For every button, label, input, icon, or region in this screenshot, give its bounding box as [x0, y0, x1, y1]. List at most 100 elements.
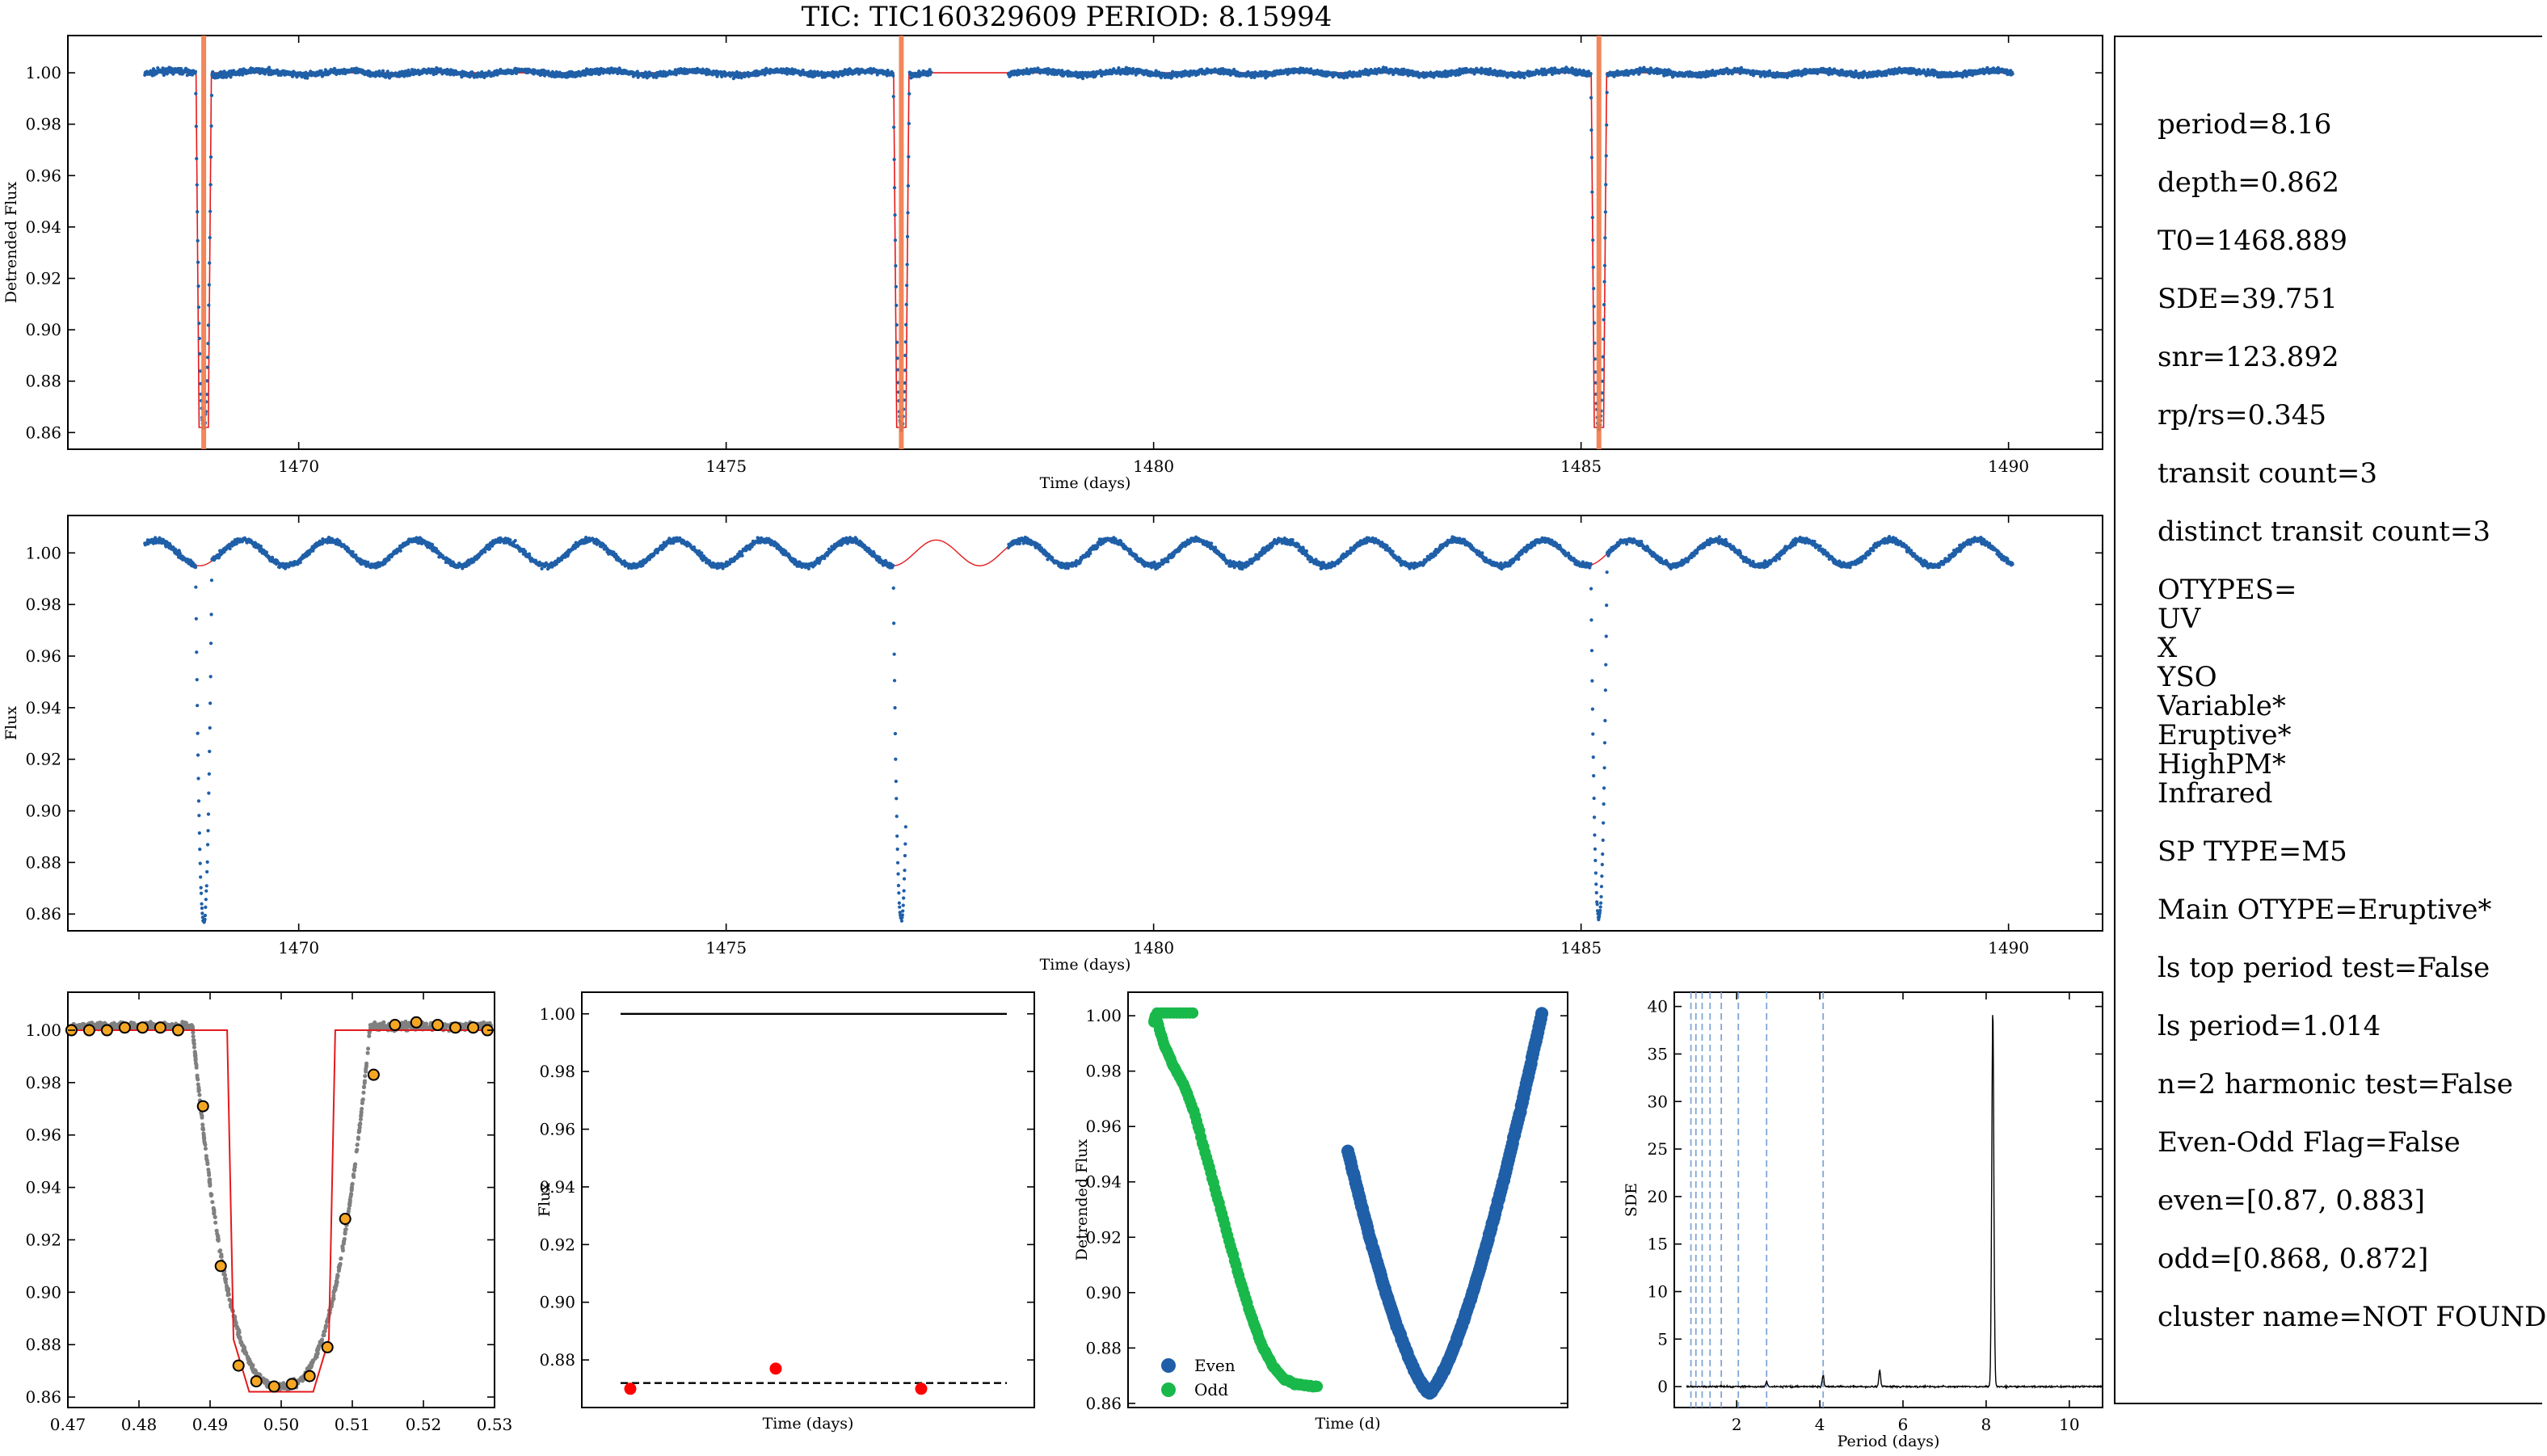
- ytick-label: 1.00: [25, 543, 61, 562]
- ytick-label: 0.94: [539, 1177, 575, 1197]
- xtick-label: 2: [1732, 1415, 1742, 1434]
- periodogram-panel: 0 5 10 15 20 25 30 35 40 2 4 6 8 10 Period (days) SDE: [1623, 991, 2103, 1450]
- raw-xlabel: Time (days): [1040, 956, 1131, 974]
- folded-model: [71, 1029, 491, 1393]
- depth-point: [915, 1382, 928, 1395]
- ytick-label: 25: [1648, 1139, 1668, 1159]
- ytick-label: 0.96: [1085, 1117, 1122, 1136]
- info-line: [2158, 1041, 2546, 1070]
- even-points: [1341, 1007, 1549, 1400]
- info-line: ls period=1.014: [2158, 1010, 2381, 1042]
- info-line: OTYPES=: [2158, 574, 2297, 606]
- info-line: [2158, 924, 2546, 953]
- figure-title: TIC: TIC160329609 PERIOD: 8.15994: [802, 1, 1332, 33]
- binned-point: [171, 1024, 184, 1037]
- legend-even-marker: [1161, 1358, 1176, 1373]
- binned-point: [196, 1100, 209, 1113]
- xtick-label: 1490: [1988, 938, 2029, 957]
- ytick-label: 0.90: [1085, 1283, 1122, 1302]
- ytick-label: 0.98: [25, 115, 61, 134]
- info-line: [2158, 1099, 2546, 1128]
- xtick-label: 0.51: [335, 1415, 371, 1434]
- xtick-label: 0.48: [121, 1415, 158, 1434]
- depth-points: [624, 1362, 928, 1395]
- xtick-label: 0.53: [477, 1415, 513, 1434]
- depth-axes: 0.88 0.90 0.92 0.94 0.96 0.98 1.00: [539, 1004, 1034, 1370]
- info-line: Main OTYPE=Eruptive*: [2158, 894, 2492, 926]
- ytick-label: 0.98: [1085, 1062, 1122, 1081]
- info-line: X: [2158, 632, 2178, 664]
- info-line: rp/rs=0.345: [2158, 399, 2326, 431]
- folded-binned-points: [65, 1016, 494, 1393]
- info-line: Even-Odd Flag=False: [2158, 1126, 2461, 1159]
- flux-point-cloud: [143, 535, 2014, 924]
- detrended-axes: 0.86 0.88 0.90 0.92 0.94 0.96 0.98 1.00 1470 1475…: [25, 36, 2103, 476]
- legend-odd-marker: [1161, 1382, 1176, 1397]
- xtick-label: 1475: [705, 457, 747, 476]
- info-line: depth=0.862: [2158, 166, 2340, 199]
- xtick-label: 1485: [1560, 457, 1602, 476]
- binned-point: [432, 1019, 444, 1032]
- flux-point-cloud: [143, 65, 2014, 432]
- even-odd-points: [1148, 1007, 1549, 1400]
- detrended-points: [143, 65, 2014, 432]
- ytick-label: 0.88: [25, 1335, 61, 1354]
- info-line: Eruptive*: [2158, 719, 2292, 751]
- ytick-label: 1.00: [539, 1004, 575, 1024]
- ytick-label: 0.92: [25, 1230, 61, 1249]
- xtick-label: 8: [1981, 1415, 1992, 1434]
- xtick-label: 0.50: [263, 1415, 300, 1434]
- legend-odd-label: Odd: [1194, 1380, 1228, 1399]
- info-line: cluster name=NOT FOUND: [2158, 1301, 2547, 1333]
- info-line: [2158, 1273, 2546, 1302]
- xtick-label: 1470: [278, 938, 319, 957]
- raw-flux-panel: 0.86 0.88 0.90 0.92 0.94 0.96 0.98 1.00 1470 1475…: [2, 515, 2103, 974]
- transit-marker: [201, 36, 207, 449]
- info-line: T0=1468.889: [2158, 225, 2348, 257]
- binned-point: [82, 1024, 95, 1037]
- binned-point: [232, 1359, 245, 1372]
- ytick-label: 35: [1648, 1044, 1668, 1063]
- ytick-label: 30: [1648, 1092, 1668, 1111]
- ytick-label: 0.88: [25, 372, 61, 391]
- info-line: ls top period test=False: [2158, 952, 2490, 984]
- even-odd-panel: 0.86 0.88 0.90 0.92 0.94 0.96 0.98 1.00 Even Od…: [1073, 991, 1568, 1433]
- xtick-label: 6: [1898, 1415, 1909, 1434]
- info-line: [2158, 314, 2546, 343]
- periodogram-axes: 0 5 10 15 20 25 30 35 40 2 4 6 8 10: [1648, 992, 2103, 1434]
- depth-point: [624, 1382, 637, 1395]
- ytick-label: 1.00: [1085, 1006, 1122, 1025]
- binned-point: [136, 1021, 149, 1034]
- info-line: odd=[0.868, 0.872]: [2158, 1243, 2429, 1275]
- harmonic-lines: [1690, 992, 1825, 1408]
- info-panel: period=8.16 depth=0.862 T0=1468.889 SDE=…: [2114, 36, 2546, 1404]
- info-line: [2158, 488, 2546, 517]
- ytick-label: 0: [1657, 1377, 1668, 1396]
- periodogram-ylabel: SDE: [1623, 1183, 1640, 1217]
- folded-model-line: [71, 1029, 491, 1393]
- depth-reference-lines: [621, 1012, 1007, 1384]
- ytick-label: 0.90: [25, 802, 61, 821]
- ytick-label: 0.94: [1085, 1172, 1122, 1192]
- xtick-label: 1480: [1133, 938, 1174, 957]
- binned-point: [118, 1021, 131, 1034]
- ytick-label: 40: [1648, 997, 1668, 1016]
- xtick-label: 4: [1815, 1415, 1825, 1434]
- xtick-label: 1490: [1988, 457, 2029, 476]
- ytick-label: 0.96: [539, 1120, 575, 1139]
- ytick-label: 1.00: [25, 1020, 61, 1040]
- info-lines: period=8.16 depth=0.862 T0=1468.889 SDE=…: [2158, 110, 2546, 1332]
- info-line: period=8.16: [2158, 108, 2332, 141]
- ytick-label: 0.94: [25, 698, 61, 717]
- folded-panel: 0.86 0.88 0.90 0.92 0.94 0.96 0.98 1.00 0.47 0.48…: [25, 991, 513, 1434]
- transit-marker: [899, 36, 904, 449]
- ytick-label: 0.90: [25, 320, 61, 339]
- detrended-model-line: [145, 72, 2013, 428]
- xtick-label: 1470: [278, 457, 319, 476]
- binned-point: [467, 1021, 480, 1034]
- binned-point: [410, 1016, 423, 1029]
- ytick-label: 0.86: [25, 1387, 61, 1407]
- depth-point: [769, 1362, 782, 1375]
- info-line: SP TYPE=M5: [2158, 835, 2347, 868]
- xtick-label: 0.47: [50, 1415, 86, 1434]
